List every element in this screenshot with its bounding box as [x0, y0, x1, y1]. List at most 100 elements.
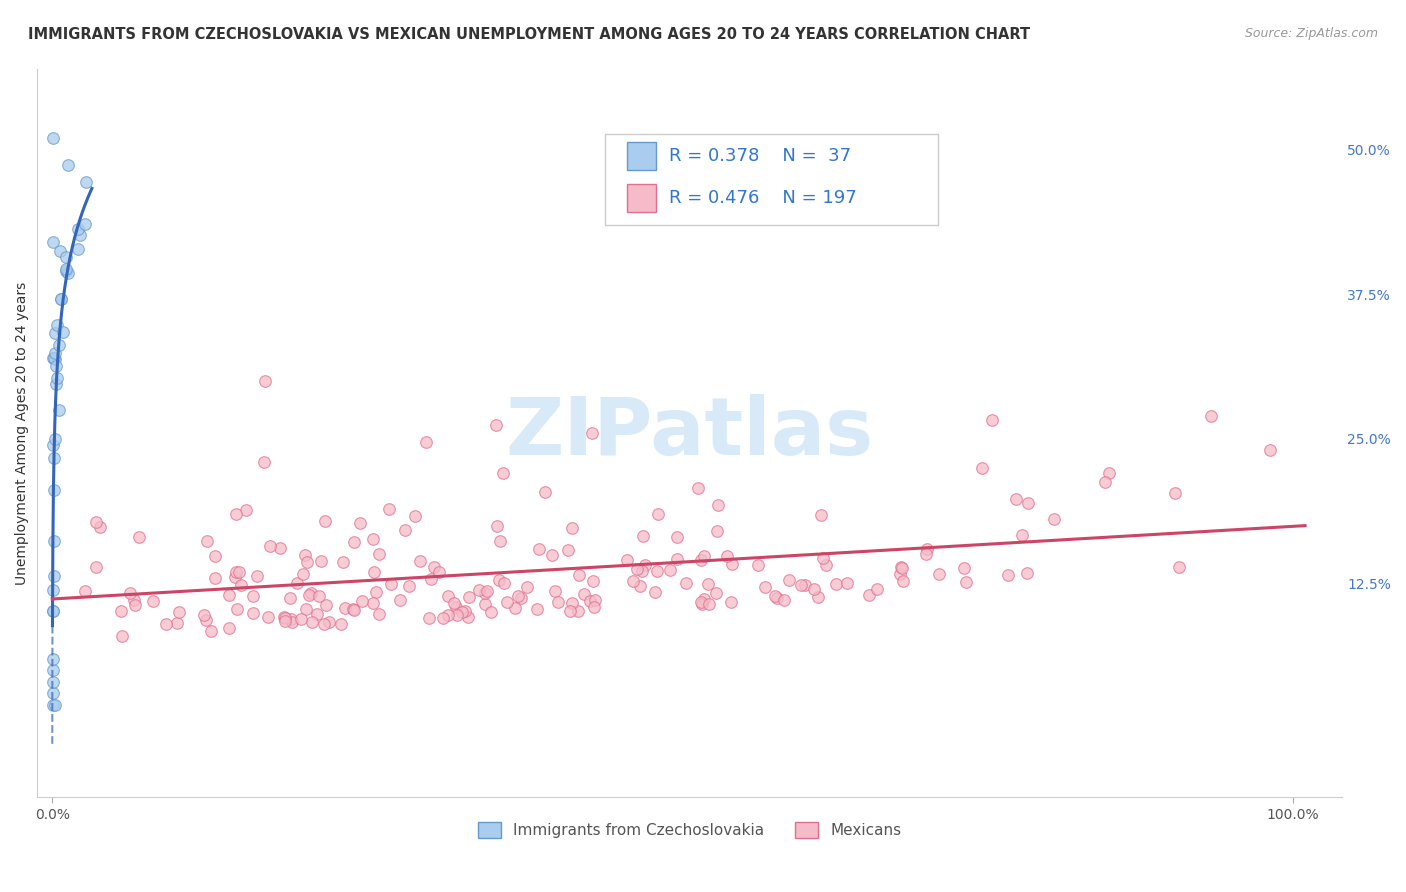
Point	[915, 547, 938, 561]
Point	[52, 326, 75, 340]
Point	[810, 508, 832, 522]
Point	[242, 606, 264, 620]
Point	[955, 574, 977, 589]
Point	[66, 222, 89, 236]
Point	[388, 593, 411, 607]
Point	[44, 351, 66, 366]
Point	[666, 530, 689, 544]
Point	[193, 608, 215, 623]
Point	[1011, 527, 1033, 541]
Point	[45, 371, 67, 385]
Point	[889, 567, 911, 582]
Point	[364, 584, 387, 599]
Point	[44, 326, 66, 340]
FancyBboxPatch shape	[605, 134, 938, 226]
Point	[278, 591, 301, 605]
Point	[224, 570, 246, 584]
Point	[294, 549, 316, 563]
Point	[235, 503, 257, 517]
Point	[492, 466, 515, 480]
Point	[295, 602, 318, 616]
Point	[290, 612, 312, 626]
Point	[218, 621, 240, 635]
Point	[273, 609, 295, 624]
Point	[44, 351, 66, 365]
Point	[42, 582, 65, 597]
Point	[394, 524, 416, 538]
Point	[41, 698, 63, 712]
Point	[509, 591, 531, 606]
Point	[444, 599, 467, 614]
Point	[503, 600, 526, 615]
Point	[437, 589, 460, 603]
Point	[44, 433, 66, 447]
Point	[45, 359, 67, 373]
Point	[479, 605, 502, 619]
Point	[690, 595, 713, 609]
Point	[253, 374, 276, 388]
Point	[527, 541, 550, 556]
Point	[690, 598, 713, 612]
Point	[124, 598, 146, 612]
Point	[1199, 409, 1222, 423]
Point	[44, 698, 66, 712]
Point	[686, 481, 709, 495]
Point	[567, 604, 589, 618]
Point	[42, 604, 65, 618]
Point	[765, 589, 787, 603]
Point	[330, 617, 353, 632]
Point	[194, 613, 217, 627]
Point	[200, 624, 222, 638]
Point	[42, 451, 65, 466]
Point	[837, 576, 859, 591]
Point	[1168, 560, 1191, 574]
Point	[398, 579, 420, 593]
Point	[225, 602, 247, 616]
Point	[55, 251, 77, 265]
Point	[343, 603, 366, 617]
Point	[693, 549, 716, 564]
Point	[204, 571, 226, 585]
Point	[458, 591, 481, 605]
Point	[772, 592, 794, 607]
Point	[1043, 511, 1066, 525]
Point	[42, 663, 65, 677]
Point	[754, 580, 776, 594]
Point	[457, 610, 479, 624]
Point	[621, 574, 644, 588]
Point	[866, 582, 889, 596]
Point	[56, 158, 79, 172]
Point	[443, 596, 465, 610]
Point	[634, 558, 657, 573]
Point	[928, 567, 950, 582]
Point	[891, 574, 914, 588]
Point	[1017, 566, 1039, 580]
Point	[454, 603, 477, 617]
Y-axis label: Unemployment Among Ages 20 to 24 years: Unemployment Among Ages 20 to 24 years	[15, 281, 30, 584]
Point	[675, 575, 697, 590]
Point	[363, 565, 385, 579]
Point	[706, 498, 728, 512]
Text: IMMIGRANTS FROM CZECHOSLOVAKIA VS MEXICAN UNEMPLOYMENT AMONG AGES 20 TO 24 YEARS: IMMIGRANTS FROM CZECHOSLOVAKIA VS MEXICA…	[28, 27, 1031, 42]
Point	[42, 235, 65, 249]
Point	[380, 576, 402, 591]
Point	[274, 611, 297, 625]
Point	[814, 558, 837, 573]
Point	[253, 455, 276, 469]
Point	[890, 559, 912, 574]
Point	[42, 351, 65, 365]
FancyBboxPatch shape	[627, 142, 655, 169]
Point	[155, 617, 177, 632]
Point	[526, 602, 548, 616]
Point	[697, 576, 720, 591]
Point	[970, 461, 993, 475]
Point	[1258, 443, 1281, 458]
Point	[778, 574, 800, 588]
Point	[824, 577, 846, 591]
Point	[333, 601, 356, 615]
Point	[120, 586, 142, 600]
Point	[218, 588, 240, 602]
Point	[142, 594, 165, 608]
Point	[318, 615, 340, 629]
Point	[84, 515, 107, 529]
